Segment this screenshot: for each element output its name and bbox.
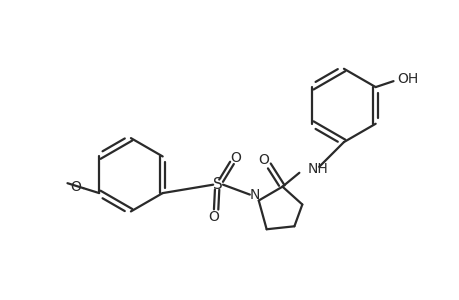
Text: O: O xyxy=(70,180,81,194)
Text: O: O xyxy=(257,153,269,167)
Text: OH: OH xyxy=(397,72,418,86)
Text: N: N xyxy=(249,188,259,202)
Text: S: S xyxy=(213,177,223,192)
Text: O: O xyxy=(208,210,219,224)
Text: NH: NH xyxy=(307,162,327,176)
Text: O: O xyxy=(230,151,241,165)
